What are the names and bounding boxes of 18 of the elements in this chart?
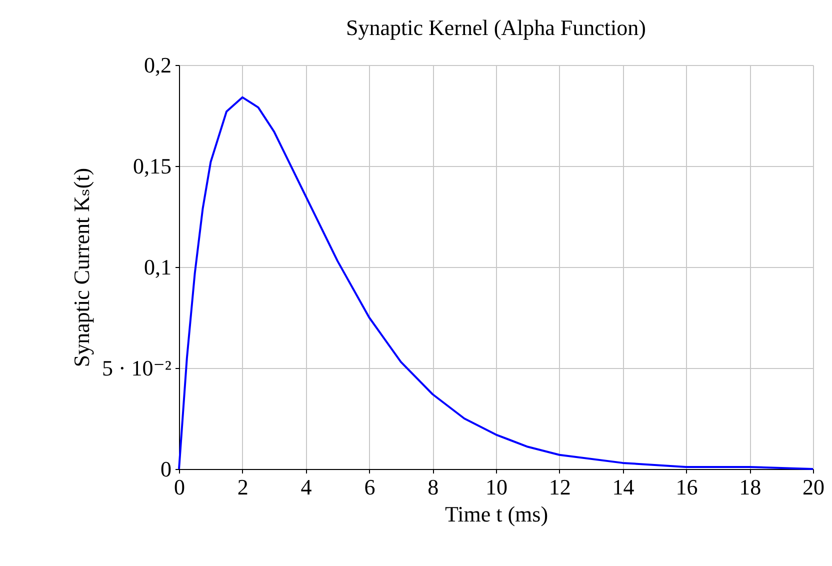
x-tick-label: 14 (612, 474, 634, 500)
x-tick-label: 18 (739, 474, 762, 500)
x-tick-label: 16 (676, 474, 698, 500)
x-tick-label: 10 (486, 474, 508, 500)
y-tick-label: 0,15 (133, 154, 172, 178)
y-axis-title: Synaptic Current Kₛ(t) (68, 168, 94, 368)
x-tick-label: 12 (548, 474, 571, 500)
x-tick-label: 20 (802, 474, 824, 500)
x-tick-label: 2 (237, 474, 248, 500)
y-tick-label: 0,1 (144, 254, 172, 280)
y-tick-label: 0 (160, 456, 172, 482)
y-tick-label: 0,2 (144, 52, 172, 78)
x-axis-title: Time t (ms) (444, 502, 548, 526)
y-tick-label: 5 · 10⁻² (102, 356, 172, 380)
x-tick-label: 8 (428, 474, 439, 500)
chart-title: Synaptic Kernel (Alpha Function) (346, 15, 646, 40)
x-tick-label: 6 (364, 474, 376, 500)
x-tick-label: 4 (300, 474, 312, 500)
